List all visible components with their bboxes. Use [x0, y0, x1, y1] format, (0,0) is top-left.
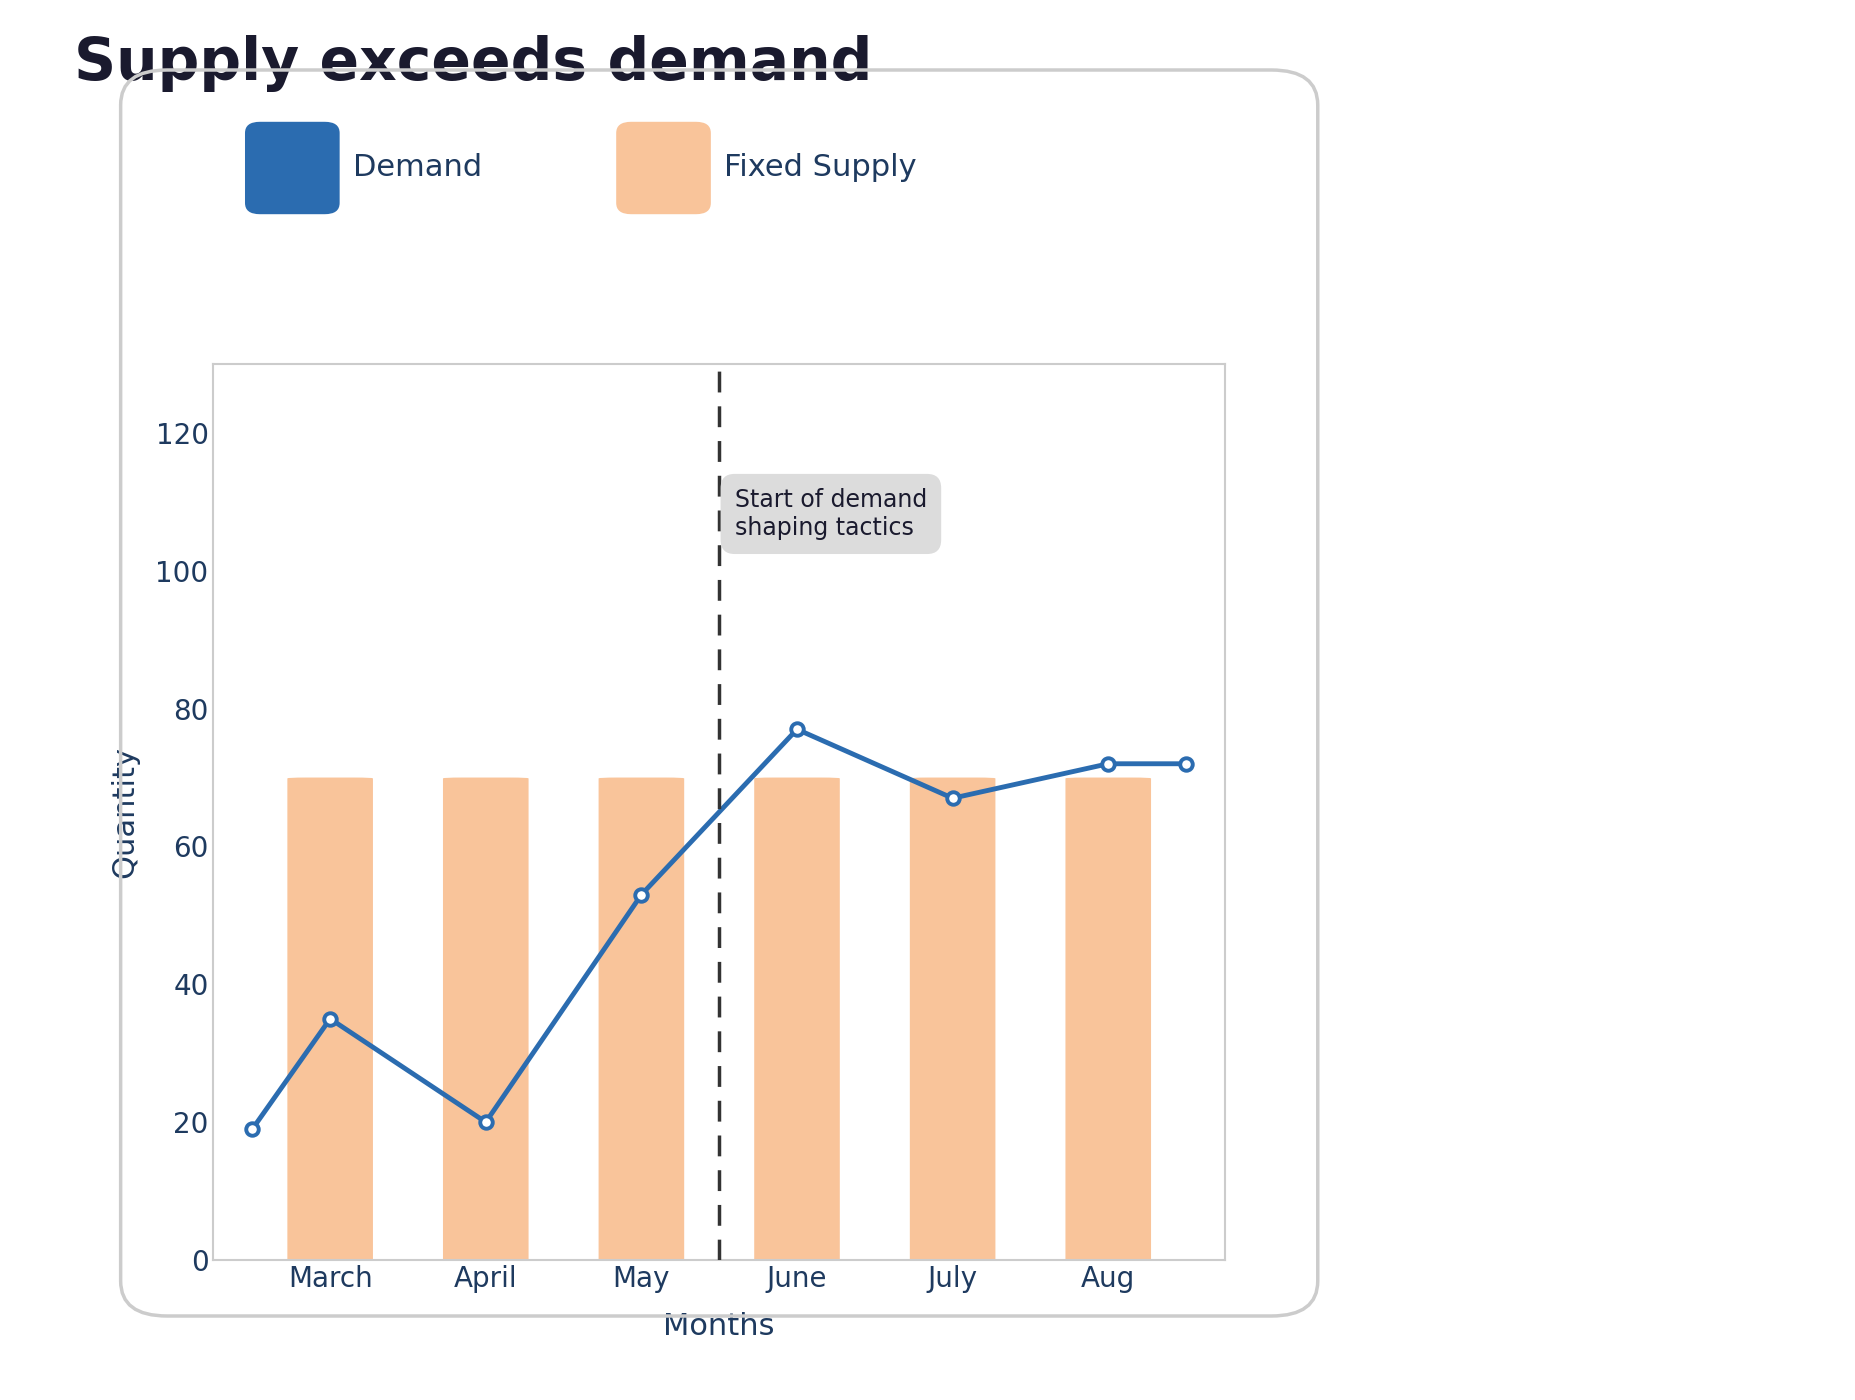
Text: Start of demand
shaping tactics: Start of demand shaping tactics [735, 489, 926, 540]
FancyBboxPatch shape [753, 777, 838, 1260]
X-axis label: Months: Months [662, 1312, 775, 1341]
Text: Demand: Demand [352, 154, 482, 182]
FancyBboxPatch shape [1065, 777, 1150, 1260]
Y-axis label: Quantity: Quantity [109, 746, 139, 878]
FancyBboxPatch shape [443, 777, 529, 1260]
Text: Fixed Supply: Fixed Supply [723, 154, 916, 182]
FancyBboxPatch shape [288, 777, 373, 1260]
Text: Supply exceeds demand: Supply exceeds demand [74, 35, 872, 92]
FancyBboxPatch shape [599, 777, 684, 1260]
FancyBboxPatch shape [909, 777, 994, 1260]
